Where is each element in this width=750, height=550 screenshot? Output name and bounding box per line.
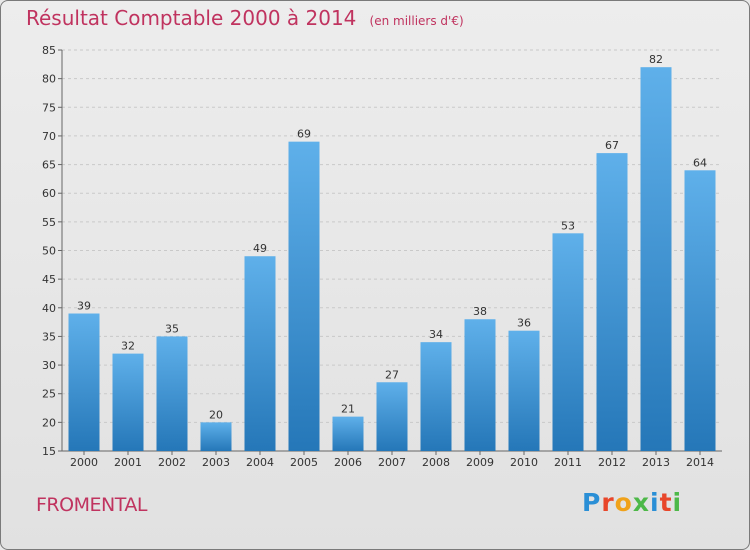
x-tick-label: 2001	[114, 456, 142, 469]
bar-value-label: 49	[253, 242, 267, 255]
y-tick-label: 55	[42, 216, 56, 229]
y-tick-label: 30	[42, 359, 56, 372]
bar-value-label: 39	[77, 300, 91, 313]
bar	[332, 416, 364, 451]
bar	[200, 422, 232, 451]
x-tick-label: 2013	[642, 456, 670, 469]
commune-name: FROMENTAL	[36, 494, 147, 516]
y-tick-label: 75	[42, 101, 56, 114]
bar-value-label: 27	[385, 368, 399, 381]
bar	[552, 233, 584, 451]
y-tick-label: 85	[42, 44, 56, 57]
bar-value-label: 34	[429, 328, 443, 341]
bar-value-label: 64	[693, 156, 707, 169]
bar-value-label: 32	[121, 340, 135, 353]
bar	[640, 67, 672, 451]
bar-value-label: 20	[209, 408, 223, 421]
title-text: Résultat Comptable 2000 à 2014	[26, 6, 357, 30]
y-tick-label: 60	[42, 187, 56, 200]
x-tick-label: 2007	[378, 456, 406, 469]
bar	[112, 353, 144, 451]
bar	[156, 336, 188, 451]
y-tick-label: 40	[42, 302, 56, 315]
logo-letter: P	[582, 488, 602, 517]
proxiti-logo[interactable]: Proxiti	[582, 488, 682, 517]
y-axis-labels: 15 20 25 30 35 40 45 50 55 60 65 70 75 80 85	[42, 44, 56, 458]
y-tick-label: 15	[42, 445, 56, 458]
bar	[376, 382, 408, 451]
x-tick-label: 2005	[290, 456, 318, 469]
y-tick-label: 45	[42, 273, 56, 286]
logo-letter: i	[650, 488, 660, 517]
bar-value-label: 21	[341, 403, 355, 416]
y-tick-label: 35	[42, 330, 56, 343]
x-tick-label: 2004	[246, 456, 274, 469]
y-tick-label: 25	[42, 388, 56, 401]
bar-value-label: 35	[165, 322, 179, 335]
bar	[684, 170, 716, 452]
x-axis-labels: 2000 2001 2002 2003 2004 2005 2006 2007 2008 2009…	[70, 451, 714, 469]
bar	[244, 256, 276, 451]
bar-value-label: 53	[561, 219, 575, 232]
x-tick-label: 2000	[70, 456, 98, 469]
bar	[420, 342, 452, 451]
bar-value-label: 36	[517, 317, 531, 330]
bar	[596, 153, 628, 451]
bars: 39 32 35 20 49 69 21 27 34 38 36 53 67 82 64	[68, 53, 716, 452]
y-tick-label: 50	[42, 245, 56, 258]
logo-letter: i	[672, 488, 683, 517]
bar	[464, 319, 496, 451]
y-tick-label: 70	[42, 130, 56, 143]
y-tick-label: 65	[42, 159, 56, 172]
x-tick-label: 2011	[554, 456, 582, 469]
x-tick-label: 2012	[598, 456, 626, 469]
x-tick-label: 2003	[202, 456, 230, 469]
logo-letter: t	[659, 488, 673, 517]
x-tick-label: 2014	[686, 456, 714, 469]
unit-text: (en milliers d'€)	[369, 14, 464, 28]
bar-value-label: 67	[605, 139, 619, 152]
bar-value-label: 69	[297, 128, 311, 141]
x-tick-label: 2010	[510, 456, 538, 469]
logo-letter: r	[601, 488, 615, 517]
logo-letter: x	[632, 488, 650, 517]
y-tick-label: 20	[42, 416, 56, 429]
bar	[508, 330, 540, 451]
chart-title: Résultat Comptable 2000 à 2014 (en milli…	[26, 6, 464, 30]
y-tick-label: 80	[42, 73, 56, 86]
x-tick-label: 2009	[466, 456, 494, 469]
bar-value-label: 38	[473, 305, 487, 318]
x-tick-label: 2006	[334, 456, 362, 469]
bar-value-label: 82	[649, 53, 663, 66]
x-tick-label: 2008	[422, 456, 450, 469]
logo-letter: o	[614, 488, 633, 517]
x-tick-label: 2002	[158, 456, 186, 469]
bar	[288, 141, 320, 451]
bar	[68, 313, 100, 451]
